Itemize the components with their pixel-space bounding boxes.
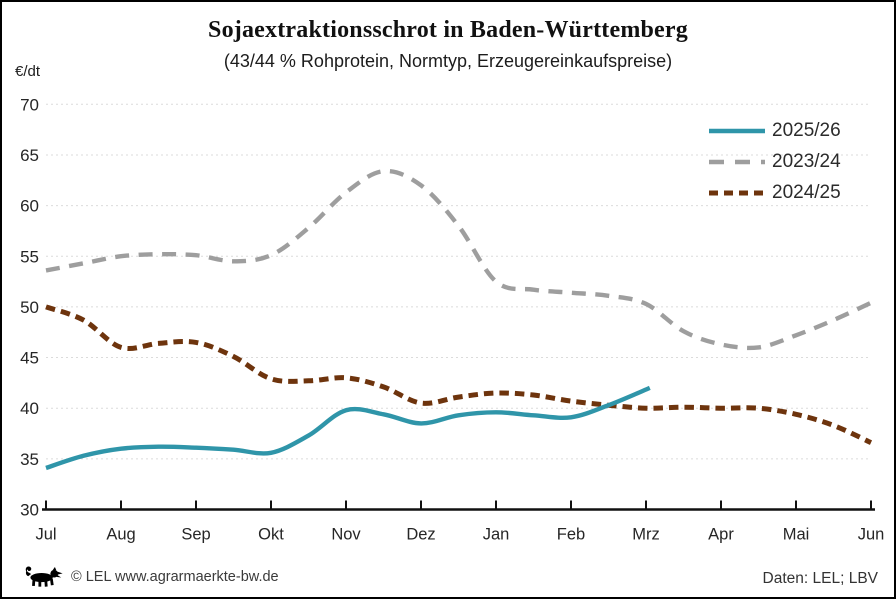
series-line-2024-25 [45,304,873,445]
y-tick-label: 50 [20,298,39,317]
legend-line-solid-icon [709,128,765,133]
y-tick-label: 60 [20,197,39,216]
footer-attribution: © LEL www.agrarmaerkte-bw.de [22,564,279,589]
y-axis-unit-label: €/dt [15,63,41,80]
legend-line-short-dash-icon [709,190,765,195]
x-tick-label: Mai [783,526,810,544]
series-line-2023-24 [45,168,872,351]
y-tick-label: 65 [20,146,39,165]
x-tick-label: Sep [181,526,210,544]
x-tick-label: Dez [406,526,435,544]
y-tick-label: 40 [20,399,39,418]
x-tick-label: Feb [557,526,585,544]
x-tick-label: Aug [106,526,135,544]
y-tick-label: 45 [20,349,39,368]
legend-item-2025-26: 2025/26 [708,115,841,146]
x-tick-label: Jul [35,526,56,544]
chart-subtitle: (43/44 % Rohprotein, Normtyp, Erzeugerei… [223,51,673,71]
series-line-2025-26 [45,385,651,471]
x-tick-label: Apr [708,526,734,544]
baden-wuerttemberg-lion-icon [25,566,63,587]
legend-label: 2023/24 [772,150,841,172]
legend: 2025/26 2023/24 2024/25 [708,115,841,208]
data-source-text: Daten: LEL; LBV [762,570,878,587]
legend-item-2023-24: 2023/24 [708,146,841,177]
y-tick-label: 70 [20,95,39,114]
copyright-text: © LEL www.agrarmaerkte-bw.de [71,568,279,585]
x-tick-label: Jun [858,526,885,544]
legend-label: 2024/25 [772,181,841,203]
x-tick-label: Mrz [632,526,660,544]
chart-title: Sojaextraktionsschrot in Baden-Württembe… [208,17,688,43]
x-tick-label: Jan [483,526,510,544]
y-tick-label: 55 [20,247,39,266]
x-tick-label: Nov [331,526,361,544]
legend-item-2024-25: 2024/25 [708,177,841,208]
y-tick-label: 35 [20,450,39,469]
legend-line-long-dash-icon [709,159,765,164]
legend-label: 2025/26 [772,119,841,141]
y-tick-label: 30 [20,501,39,520]
x-tick-label: Okt [258,526,284,544]
